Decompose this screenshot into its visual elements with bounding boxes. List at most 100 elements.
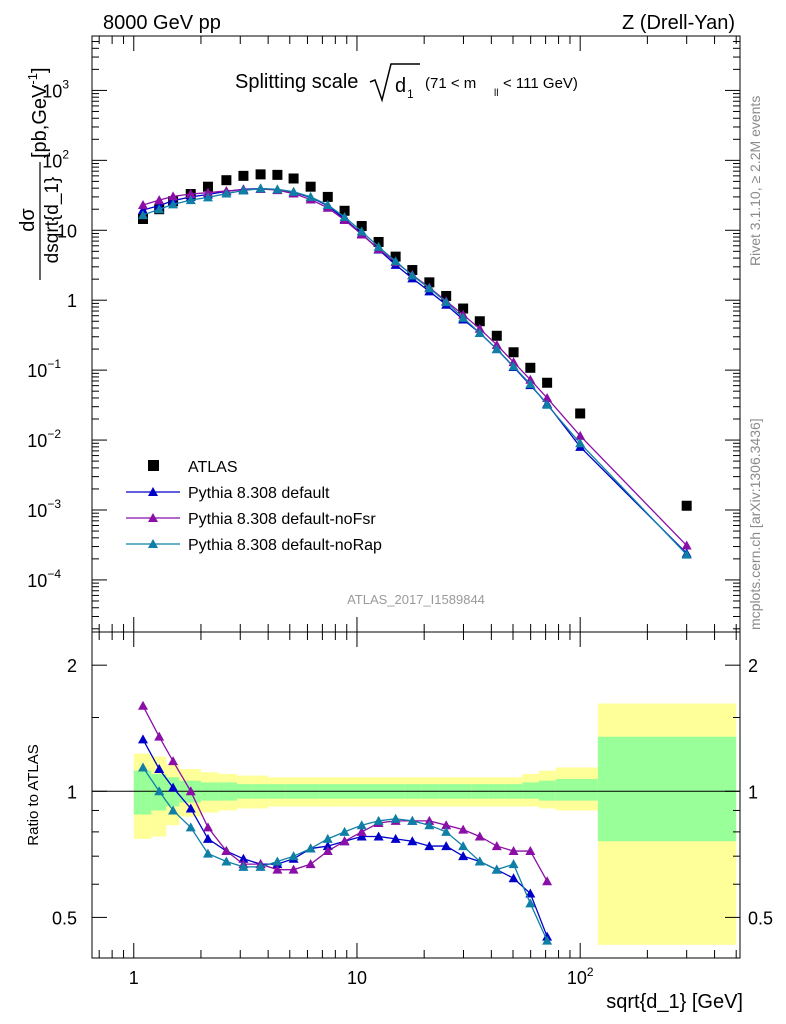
band-stat-segment xyxy=(133,770,152,815)
ratio-series-point xyxy=(288,864,299,874)
x-tick-label: 1 xyxy=(129,968,139,988)
ratio-series-point xyxy=(202,822,213,832)
ratio-series-point xyxy=(390,813,401,823)
ratio-series-point xyxy=(458,824,469,834)
y-tick-label-sup: −1 xyxy=(47,357,61,371)
atlas-data-point xyxy=(339,205,350,216)
ratio-series-point xyxy=(322,833,333,843)
ratio-y-axis-label: Ratio to ATLAS xyxy=(25,744,42,845)
y-axis-label: dσ dsqrt{d_1} [pb,GeV-1] xyxy=(17,67,63,280)
ratio-series-point xyxy=(525,846,536,856)
plot-title-var: d xyxy=(395,75,406,97)
ratio-series xyxy=(137,700,553,945)
atlas-data-point xyxy=(288,173,299,184)
y-tick-label-sup: 2 xyxy=(62,147,69,161)
ratio-tick-label-left: 0.5 xyxy=(52,908,77,928)
ratio-series-point xyxy=(137,734,148,744)
ratio-uncertainty-bands xyxy=(133,703,737,945)
ratio-series-point xyxy=(137,700,148,710)
ratio-series-point xyxy=(491,841,502,851)
ratio-series-point xyxy=(339,836,350,846)
atlas-data-point xyxy=(508,347,519,358)
mc-series-point xyxy=(491,344,502,354)
ratio-series-point xyxy=(407,836,418,846)
ratio-plot-frame xyxy=(91,631,741,959)
x-tick-label-sup: 2 xyxy=(587,965,594,979)
mc-series-point xyxy=(185,195,196,205)
mc-series-point xyxy=(542,392,553,402)
legend-label: ATLAS xyxy=(188,459,238,476)
mc-series-point xyxy=(390,256,401,266)
x-tick-label: 10 xyxy=(347,968,367,988)
ratio-series-point xyxy=(441,826,452,836)
mc-series-point xyxy=(154,195,165,205)
mc-series-point xyxy=(154,204,165,214)
ratio-series-point xyxy=(185,786,196,796)
mc-series-point xyxy=(424,283,435,293)
x-axis-label: sqrt{d_1} [GeV] xyxy=(606,991,743,1013)
ratio-series-point xyxy=(272,856,283,866)
plot-title-main: Splitting scale xyxy=(235,71,358,93)
mc-series-point xyxy=(681,540,692,550)
ratio-series-point xyxy=(154,786,165,796)
legend-label: Pythia 8.308 default-noRap xyxy=(188,537,382,554)
plot-title-cuts: (71 < m xyxy=(425,75,476,92)
ratio-series-point xyxy=(525,898,536,908)
atlas-data-point xyxy=(322,191,333,202)
atlas-data-point xyxy=(542,377,553,388)
atlas-data-point xyxy=(474,316,485,327)
mc-series-point xyxy=(508,361,519,371)
energy-label: 8000 GeV pp xyxy=(103,12,221,34)
mc-series-point xyxy=(356,226,367,236)
atlas-data-point xyxy=(441,290,452,301)
ratio-series-point xyxy=(185,822,196,832)
atlas-data-point xyxy=(575,408,586,419)
mc-series-point xyxy=(185,189,196,199)
mc-series-point xyxy=(681,549,692,559)
ratio-series-point xyxy=(305,843,316,853)
atlas-data-point xyxy=(202,181,213,192)
ratio-series-point xyxy=(137,762,148,772)
plot-title: Splitting scale d 1 (71 < m ll < 111 GeV… xyxy=(235,63,578,103)
mc-series-point xyxy=(305,191,316,201)
mc-series-point xyxy=(202,187,213,197)
ratio-series-point xyxy=(474,856,485,866)
ratio-series-point xyxy=(238,853,249,863)
mc-series-point xyxy=(575,430,586,440)
mc-series-point xyxy=(373,241,384,251)
ratio-series-point xyxy=(424,841,435,851)
ratio-series-point xyxy=(221,846,232,856)
ratio-series-point xyxy=(221,856,232,866)
ratio-series-point xyxy=(288,851,299,861)
ratio-series-point xyxy=(373,815,384,825)
sqrt-symbol-icon xyxy=(369,63,420,103)
mc-series-point xyxy=(441,297,452,307)
ratio-series-point xyxy=(508,846,519,856)
mc-series-point xyxy=(525,379,536,389)
y-tick-label: 1 xyxy=(67,291,77,311)
x-tick-label: 102 xyxy=(567,965,594,988)
ratio-series-point xyxy=(373,831,384,841)
mc-series-point xyxy=(288,186,299,196)
ratio-series-point xyxy=(202,833,213,843)
analysis-id-label: ATLAS_2017_I1589844 xyxy=(347,592,485,607)
mc-series-point xyxy=(474,327,485,337)
atlas-data-point xyxy=(681,500,692,511)
y-tick-label: 10 xyxy=(57,221,77,241)
ratio-series-point xyxy=(154,764,165,774)
ratio-series-point xyxy=(168,782,179,792)
legend: ATLAS Pythia 8.308 default Pythia 8.308 de… xyxy=(126,459,382,554)
mc-series-point xyxy=(137,199,148,209)
mc-series-point xyxy=(137,204,148,214)
mc-series-point xyxy=(238,185,249,195)
y-label-units-sup: -1 xyxy=(25,73,40,85)
y-tick-label-sup: −2 xyxy=(47,427,61,441)
mc-series-point xyxy=(542,399,553,409)
mc-series-point xyxy=(255,183,266,193)
band-stat-segment xyxy=(166,777,180,807)
ratio-tick-label-right: 0.5 xyxy=(748,908,773,928)
y-tick-label: 10−1 xyxy=(27,357,61,381)
legend-marker-triangle xyxy=(148,513,158,522)
ratio-series-point xyxy=(525,888,536,898)
mc-series-point xyxy=(272,184,283,194)
